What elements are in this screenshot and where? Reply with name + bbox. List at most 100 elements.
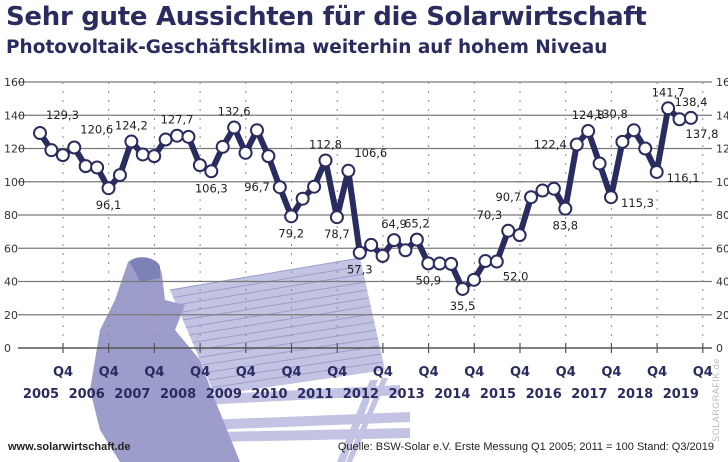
y-tick-label-left: 160 [4, 76, 25, 89]
data-label: 96,7 [244, 180, 270, 194]
y-tick-label-right: 120 [716, 143, 728, 156]
y-tick-label-right: 140 [716, 109, 728, 122]
x-tick-label-q4: Q4 [144, 365, 164, 380]
data-point [90, 160, 105, 175]
x-year-label: 2018 [617, 387, 653, 402]
y-tick-label-left: 20 [4, 309, 18, 322]
x-tick-label-q4: Q4 [190, 365, 210, 380]
x-year-label: 2013 [389, 387, 425, 402]
frame-leg [346, 378, 388, 462]
y-tick-label-right: 60 [716, 242, 728, 255]
y-tick-label-left: 100 [4, 176, 25, 189]
solar-panel-lines [169, 257, 384, 388]
data-point [44, 143, 59, 158]
data-label: 78,7 [324, 227, 350, 241]
data-point [284, 209, 299, 224]
data-point [67, 140, 82, 155]
y-tick-label-left: 80 [4, 209, 18, 222]
worker-figure [90, 257, 240, 462]
website-link[interactable]: www.solarwirtschaft.de [8, 441, 131, 453]
data-point [683, 110, 698, 125]
x-tick-label-q4: Q4 [373, 365, 393, 380]
data-point [124, 134, 139, 149]
data-point [535, 183, 550, 198]
data-point [135, 147, 150, 162]
y-tick-label-right: 80 [716, 209, 728, 222]
x-year-label: 2014 [434, 387, 470, 402]
data-label: 132,6 [218, 105, 251, 119]
axes: 0020204040606080801001001201201401401601… [4, 76, 728, 402]
data-label: 64,9 [381, 217, 407, 231]
data-point [78, 159, 93, 174]
x-tick-label-q4: Q4 [693, 365, 713, 380]
frame-bar [215, 428, 410, 442]
data-point [546, 181, 561, 196]
data-point [147, 149, 162, 164]
panel-line [195, 321, 375, 351]
x-year-label: 2007 [114, 387, 150, 402]
series-line [33, 101, 698, 296]
data-point [558, 201, 573, 216]
y-tick-label-left: 40 [4, 276, 18, 289]
data-point [444, 256, 459, 271]
solar-worker-illustration [90, 257, 410, 462]
data-point [101, 181, 116, 196]
data-point [238, 145, 253, 160]
brand-watermark: SOLARGRAFIK.de [711, 358, 722, 442]
y-tick-label-left: 140 [4, 109, 25, 122]
data-point [421, 256, 436, 271]
panel-line [198, 329, 377, 358]
data-point [170, 128, 185, 143]
data-point [249, 123, 264, 138]
x-year-label: 2006 [69, 387, 105, 402]
x-year-label: 2010 [251, 387, 287, 402]
data-label: 116,1 [667, 171, 700, 185]
panel-line [208, 353, 382, 381]
data-label: 112,8 [309, 137, 342, 151]
x-tick-label-q4: Q4 [327, 365, 347, 380]
data-point [192, 158, 207, 173]
x-year-label: 2008 [160, 387, 196, 402]
data-point [329, 210, 344, 225]
grid [18, 81, 712, 348]
x-tick-label-q4: Q4 [99, 365, 119, 380]
data-point [204, 164, 219, 179]
data-point [272, 180, 287, 195]
panel-line [185, 297, 370, 328]
data-point [604, 190, 618, 205]
data-point [455, 281, 470, 296]
data-label: 129,3 [46, 108, 79, 122]
data-point [112, 168, 127, 183]
x-tick-label-q4: Q4 [601, 365, 621, 380]
data-label: 57,3 [347, 263, 373, 277]
chart-subtitle: Photovoltaik-Geschäftsklima weiterhin au… [6, 37, 608, 58]
data-label: 79,2 [278, 226, 304, 240]
data-point [512, 228, 527, 243]
data-point [295, 191, 310, 206]
data-point [215, 139, 230, 154]
data-point [478, 254, 493, 269]
y-tick-label-right: 20 [716, 309, 728, 322]
data-label: 50,9 [415, 273, 441, 287]
x-tick-label-q4: Q4 [510, 365, 530, 380]
data-label: 130,8 [595, 107, 628, 121]
data-point [661, 101, 676, 116]
data-point [626, 123, 641, 138]
data-point [501, 223, 516, 238]
data-point [181, 129, 196, 144]
x-year-label: 2019 [663, 387, 699, 402]
x-year-label: 2012 [343, 387, 379, 402]
data-point [387, 233, 402, 248]
x-year-label: 2015 [480, 387, 516, 402]
data-point [615, 134, 630, 149]
data-label: 115,3 [621, 196, 654, 210]
data-point [581, 124, 596, 139]
data-label: 124,2 [115, 119, 148, 133]
x-year-label: 2011 [297, 387, 333, 402]
data-label: 120,6 [80, 123, 113, 137]
panel-line [189, 305, 371, 336]
x-tick-label-q4: Q4 [556, 365, 576, 380]
data-point [318, 153, 333, 168]
